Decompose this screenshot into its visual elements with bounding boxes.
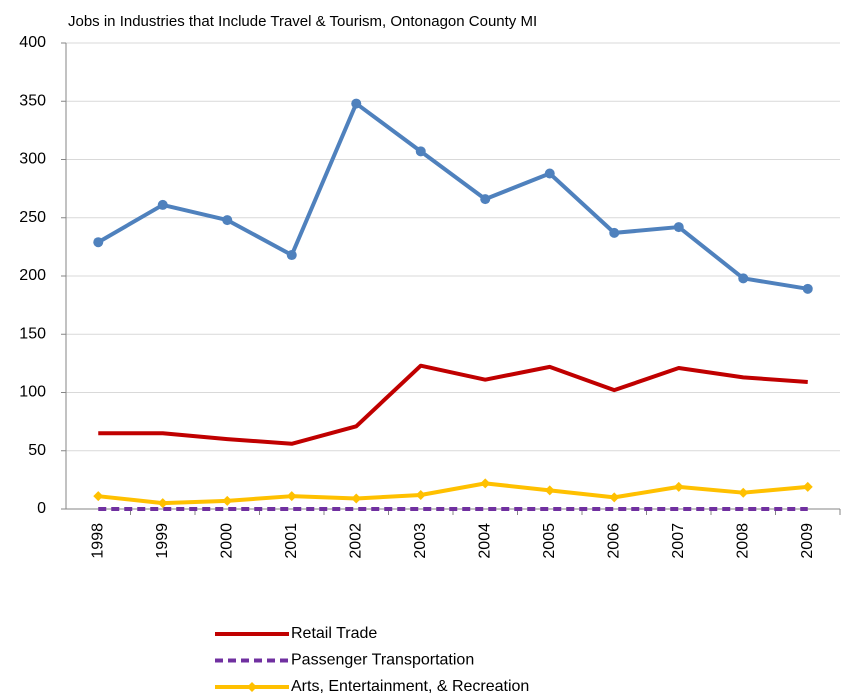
- data-point: [157, 199, 168, 210]
- legend-label: Arts, Entertainment, & Recreation: [291, 678, 529, 694]
- data-point: [738, 487, 749, 498]
- legend-label: Retail Trade: [291, 625, 377, 642]
- chart-title: Jobs in Industries that Include Travel &…: [68, 13, 537, 30]
- x-tick-label: 2002: [347, 523, 364, 559]
- data-point: [93, 237, 104, 248]
- series-line: [98, 363, 808, 446]
- x-tick-label: 1999: [154, 523, 171, 559]
- data-point: [157, 498, 168, 509]
- data-point: [802, 481, 813, 492]
- data-point: [480, 194, 491, 205]
- data-point: [222, 495, 233, 506]
- data-point: [415, 490, 426, 501]
- series-line: [98, 481, 808, 506]
- data-point: [351, 493, 362, 504]
- data-point: [222, 215, 233, 226]
- x-tick-label: 1998: [89, 523, 106, 559]
- x-tick-label: 2009: [799, 523, 816, 559]
- x-tick-label: 2003: [412, 523, 429, 559]
- y-tick-label: 300: [19, 151, 46, 168]
- y-tick-label: 200: [19, 267, 46, 284]
- data-point: [802, 283, 813, 294]
- data-point: [673, 222, 684, 233]
- y-tick-label: 50: [28, 442, 46, 459]
- series-line: [97, 101, 809, 291]
- data-point: [544, 168, 555, 179]
- y-tick-label: 100: [19, 384, 46, 401]
- y-tick-label: 0: [37, 500, 46, 517]
- x-tick-label: 2006: [605, 523, 622, 559]
- y-tick-label: 400: [19, 34, 46, 51]
- x-tick-label: 2005: [541, 523, 558, 559]
- legend-marker: [247, 682, 257, 692]
- y-tick-label: 250: [19, 209, 46, 226]
- data-point: [673, 481, 684, 492]
- data-point: [286, 491, 297, 502]
- data-point: [544, 485, 555, 496]
- legend-label: Passenger Transportation: [291, 652, 474, 669]
- x-tick-label: 2004: [476, 523, 493, 559]
- x-tick-label: 2001: [283, 523, 300, 559]
- data-point: [738, 273, 749, 284]
- data-point: [609, 227, 620, 238]
- x-tick-label: 2000: [218, 523, 235, 559]
- data-point: [93, 491, 104, 502]
- data-point: [480, 478, 491, 489]
- x-tick-label: 2008: [734, 523, 751, 559]
- data-point: [415, 146, 426, 157]
- data-point: [286, 250, 297, 261]
- data-point: [351, 98, 362, 109]
- data-point: [609, 492, 620, 503]
- x-tick-label: 2007: [670, 523, 687, 559]
- y-tick-label: 150: [19, 325, 46, 342]
- y-tick-label: 350: [19, 92, 46, 109]
